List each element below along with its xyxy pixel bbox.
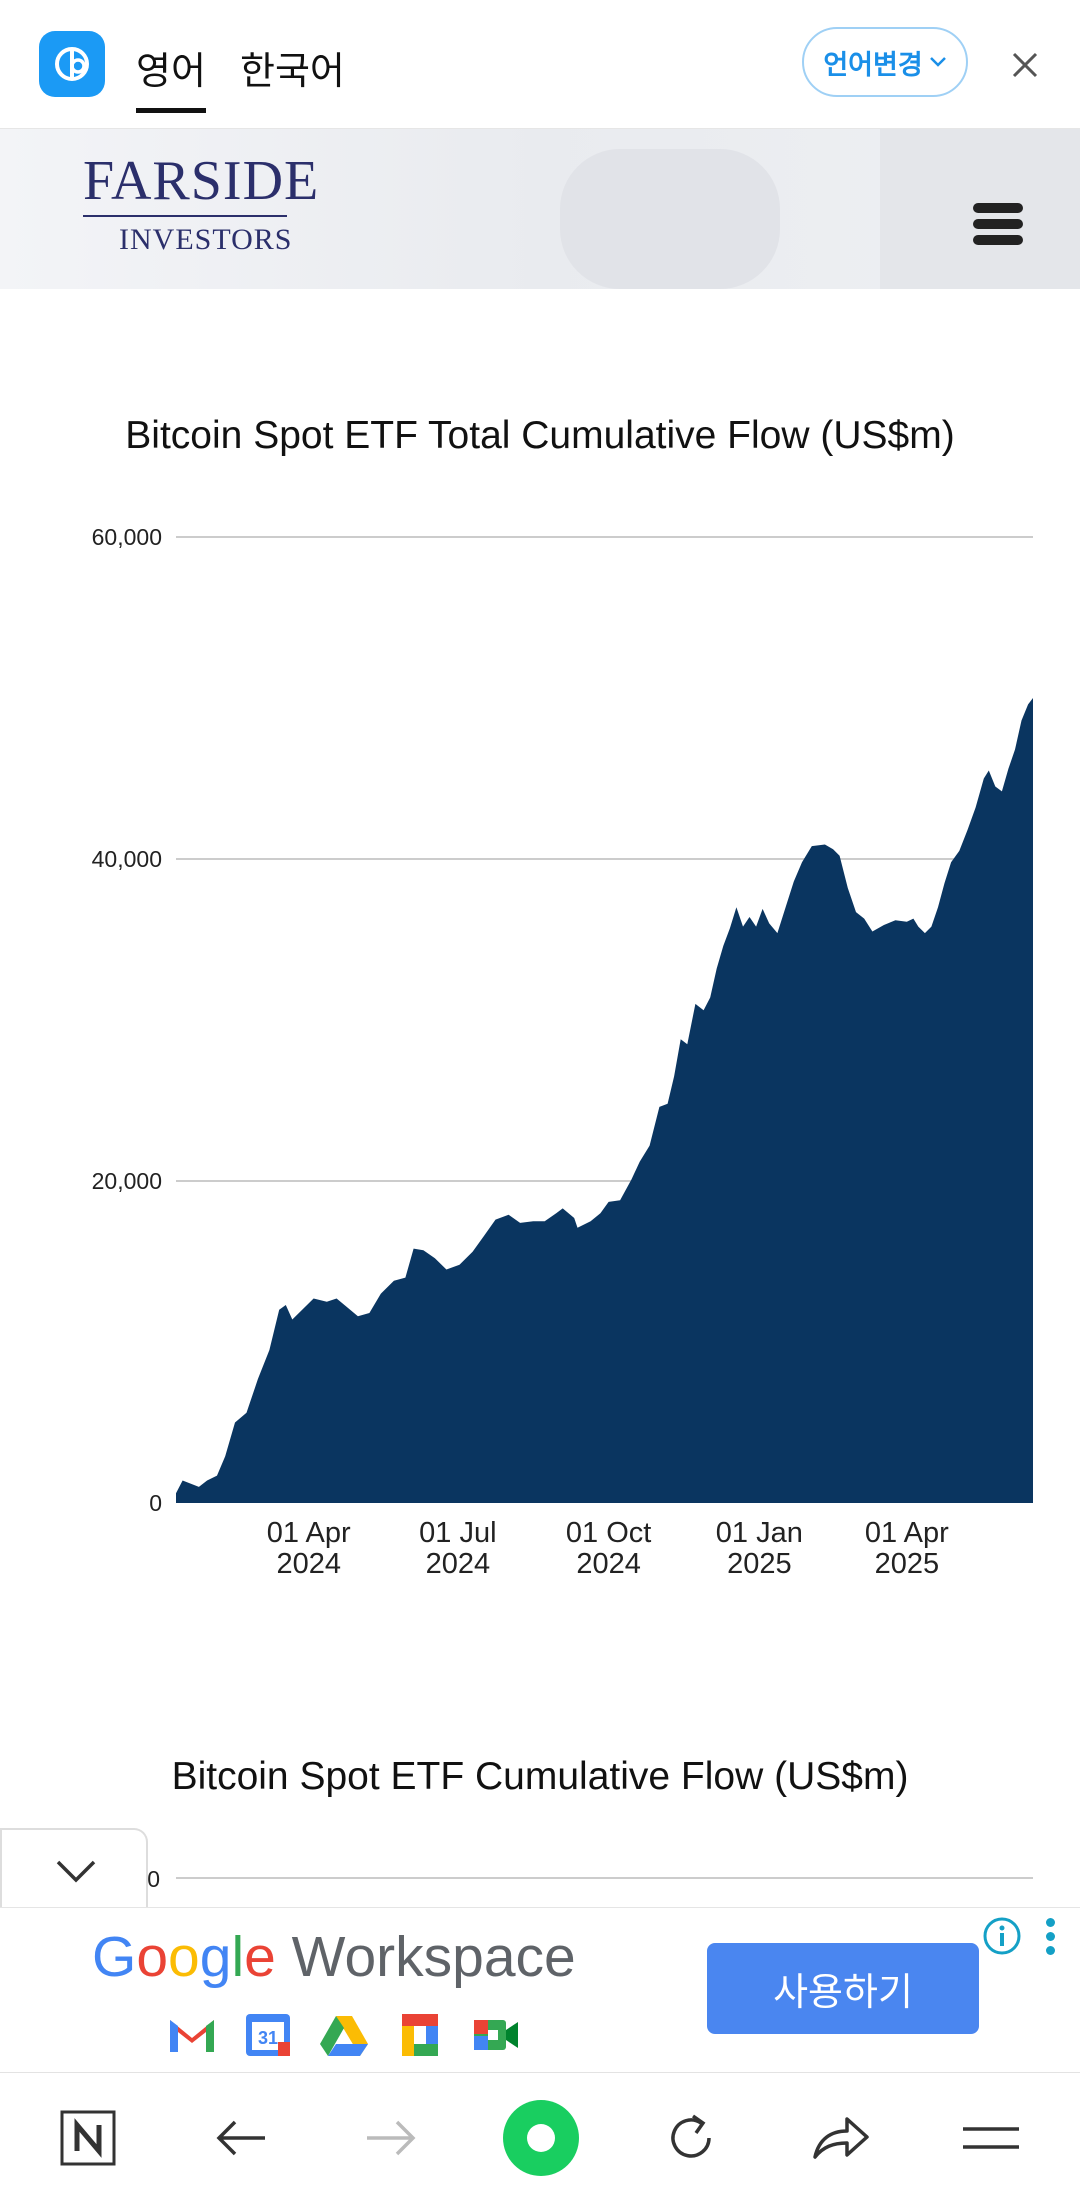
chart2-axis: 0: [147, 1866, 1033, 1892]
y-tick-label: 40,000: [92, 846, 162, 872]
y-tick-label: 0: [149, 1490, 162, 1516]
translate-app-icon[interactable]: [39, 31, 105, 97]
calendar-day: 31: [258, 2028, 278, 2048]
x-tick-label: 01 Apr: [865, 1517, 949, 1549]
x-tick-label: 01 Jan: [716, 1517, 803, 1549]
ad-brand: Google Workspace: [92, 1924, 576, 1990]
gmail-icon: [166, 2012, 218, 2058]
calendar-icon: 31: [242, 2012, 294, 2058]
menu-icon[interactable]: [956, 2103, 1026, 2173]
back-arrow-icon[interactable]: [206, 2103, 276, 2173]
logo-line1: FARSIDE: [83, 150, 320, 212]
x-tick-label: 01 Jul: [419, 1517, 496, 1549]
change-language-label: 언어변경: [823, 49, 923, 81]
area-series: [176, 698, 1033, 1503]
refresh-icon[interactable]: [656, 2103, 726, 2173]
docs-icon: [394, 2012, 446, 2058]
farside-logo[interactable]: FARSIDE INVESTORS: [83, 151, 319, 257]
x-tick-year: 2024: [426, 1548, 491, 1580]
x-tick-label: 01 Apr: [267, 1517, 351, 1549]
logo-line2: INVESTORS: [119, 223, 293, 256]
drive-icon: [318, 2012, 370, 2058]
google-letter: o: [136, 1925, 169, 1989]
hamburger-menu-icon[interactable]: [973, 203, 1023, 251]
x-tick-label: 01 Oct: [566, 1517, 651, 1549]
google-letter: G: [92, 1925, 137, 1989]
tab-target-language[interactable]: 한국어: [240, 49, 345, 93]
google-letter: e: [244, 1925, 276, 1989]
google-letter: o: [168, 1925, 200, 1989]
header-background-photo: [560, 149, 780, 289]
forward-arrow-icon[interactable]: [356, 2103, 426, 2173]
logo-rule: [83, 215, 287, 217]
x-tick-year: 2025: [727, 1548, 792, 1580]
x-tick-year: 2024: [276, 1548, 341, 1580]
meet-icon: [470, 2012, 522, 2058]
green-circle-icon[interactable]: [502, 2099, 580, 2177]
ad-more-icon[interactable]: [1046, 1918, 1056, 1960]
google-wordmark: Google: [92, 1925, 292, 1989]
workspace-apps: 31: [166, 2012, 522, 2058]
site-header: FARSIDE INVESTORS: [0, 129, 1080, 289]
x-tick-year: 2024: [576, 1548, 641, 1580]
share-icon[interactable]: [806, 2103, 876, 2173]
ad-banner[interactable]: Google Workspace 31 사용하기: [0, 1907, 1080, 2073]
y-tick-label: 20,000: [92, 1168, 162, 1194]
google-letter: l: [231, 1925, 245, 1989]
ad-info-icon[interactable]: [982, 1916, 1022, 1956]
workspace-wordmark: Workspace: [291, 1925, 576, 1989]
x-tick-year: 2025: [875, 1548, 940, 1580]
chart2-title: Bitcoin Spot ETF Cumulative Flow (US$m): [171, 1755, 909, 1798]
chart2-ytick-label: 0: [147, 1866, 160, 1892]
close-icon[interactable]: [1006, 46, 1044, 84]
browser-nav-bar: [0, 2072, 1080, 2203]
ad-cta-button[interactable]: 사용하기: [707, 1943, 979, 2034]
chevron-down-icon: [929, 57, 946, 67]
change-language-button[interactable]: 언어변경: [802, 27, 968, 97]
translate-bar: 영어 한국어 언어변경: [0, 0, 1080, 129]
chart-title: Bitcoin Spot ETF Total Cumulative Flow (…: [125, 414, 955, 457]
collapse-ad-tab[interactable]: [0, 1828, 148, 1910]
tab-source-language[interactable]: 영어: [136, 40, 206, 113]
y-tick-label: 60,000: [92, 524, 162, 550]
naver-n-icon[interactable]: [53, 2103, 123, 2173]
google-letter: g: [199, 1925, 232, 1989]
chevron-down-icon: [56, 1860, 96, 1883]
